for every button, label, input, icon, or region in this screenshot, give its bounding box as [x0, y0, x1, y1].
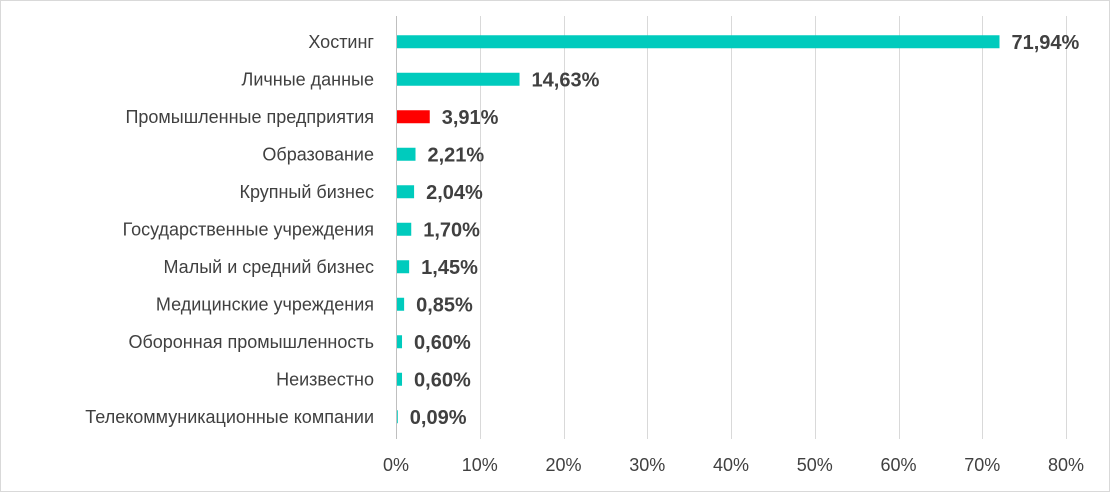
data-label: 0,09%: [410, 407, 467, 429]
data-label: 14,63%: [532, 69, 600, 91]
data-label: 1,45%: [421, 257, 478, 279]
data-label: 2,21%: [428, 144, 485, 166]
category-label: Крупный бизнес: [239, 182, 374, 202]
x-tick-label: 30%: [629, 455, 665, 475]
category-label: Малый и средний бизнес: [163, 257, 374, 277]
x-tick-label: 60%: [880, 455, 916, 475]
bar: [397, 147, 416, 161]
data-label: 1,70%: [423, 219, 480, 241]
data-label: 2,04%: [426, 182, 483, 204]
x-tick-label: 0%: [383, 455, 409, 475]
category-label: Личные данные: [242, 69, 374, 89]
bar: [397, 335, 403, 349]
bar: [397, 297, 405, 311]
data-label: 3,91%: [442, 107, 499, 129]
bar: [397, 72, 520, 86]
x-tick-label: 50%: [797, 455, 833, 475]
bar: [397, 185, 415, 199]
data-label: 0,60%: [414, 369, 471, 391]
x-tick-label: 20%: [545, 455, 581, 475]
category-label: Хостинг: [308, 32, 374, 52]
bar: [397, 410, 398, 424]
category-label: Оборонная промышленность: [128, 332, 374, 352]
category-label: Государственные учреждения: [123, 219, 374, 239]
bar: [397, 35, 1000, 49]
x-tick-label: 70%: [964, 455, 1000, 475]
x-tick-label: 40%: [713, 455, 749, 475]
category-label: Медицинские учреждения: [156, 294, 374, 314]
x-tick-label: 80%: [1048, 455, 1084, 475]
category-label: Телекоммуникационные компании: [85, 407, 374, 427]
bar: [397, 372, 403, 386]
category-label: Образование: [262, 144, 374, 164]
category-label: Промышленные предприятия: [125, 107, 374, 127]
bar: [397, 222, 412, 236]
bar: [397, 260, 410, 274]
data-label: 0,60%: [414, 332, 471, 354]
gridlines: [396, 16, 1067, 439]
data-label: 71,94%: [1011, 32, 1079, 54]
bars: [397, 35, 1000, 424]
x-axis-tick-labels: 0% 10% 20% 30% 40% 50% 60% 70% 80%: [383, 455, 1084, 475]
category-labels: Хостинг Личные данные Промышленные предпри…: [85, 32, 374, 427]
category-label: Неизвестно: [276, 369, 374, 389]
x-tick-label: 10%: [462, 455, 498, 475]
bar: [397, 110, 430, 124]
data-labels: 71,94% 14,63% 3,91% 2,21% 2,04% 1,70% 1,45% 0,8…: [410, 32, 1080, 429]
data-label: 0,85%: [416, 294, 473, 316]
